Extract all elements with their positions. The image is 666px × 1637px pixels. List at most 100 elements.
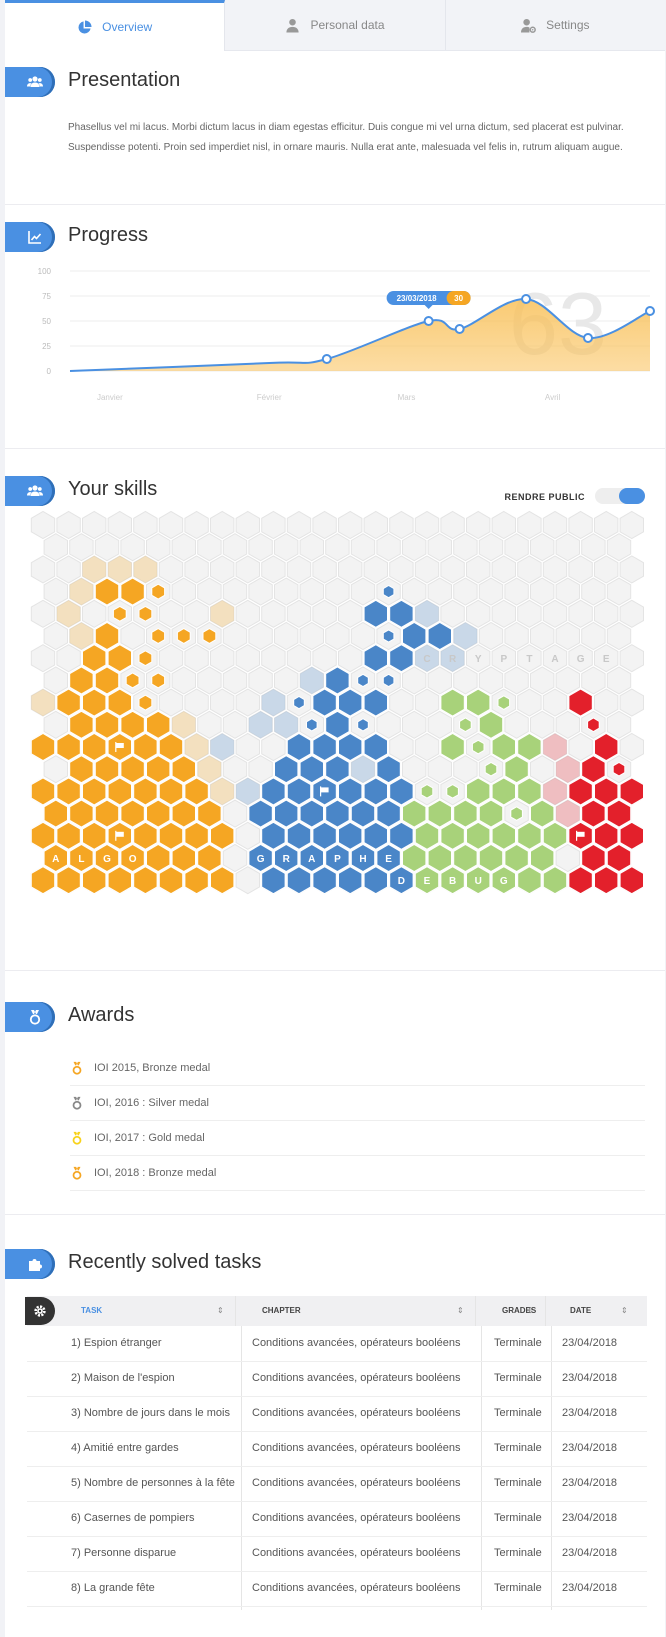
hex-cell[interactable]	[453, 666, 478, 695]
hex-skill-algo[interactable]	[108, 555, 132, 583]
hex-cell[interactable]	[299, 621, 324, 651]
sort-chapter-icon[interactable]: ⇕	[457, 1306, 464, 1315]
hex-cell[interactable]	[210, 510, 235, 540]
hex-skill-graphe[interactable]	[325, 843, 350, 873]
hex-skill-algo[interactable]	[133, 555, 158, 583]
hex-cell[interactable]	[376, 710, 401, 739]
hex-skill-algo[interactable]	[94, 843, 120, 873]
hex-skill-debug[interactable]	[440, 688, 465, 717]
hex-cell[interactable]	[210, 688, 235, 717]
hex-cell[interactable]	[619, 732, 644, 762]
hex-skill-algo[interactable]	[197, 799, 222, 828]
hex-cell[interactable]	[542, 510, 568, 540]
hex-cell[interactable]	[30, 644, 56, 673]
hex-cell[interactable]	[491, 644, 516, 673]
hex-cell[interactable]	[619, 644, 644, 673]
hex-skill-algo[interactable]	[30, 821, 56, 850]
hex-cell[interactable]	[350, 577, 376, 606]
hex-cell[interactable]	[158, 510, 184, 540]
table-row[interactable]: 3) Nombre de jours dans le mois Condition…	[27, 1396, 647, 1432]
hex-cell[interactable]	[222, 621, 248, 651]
tab-overview[interactable]: Overview	[5, 0, 226, 51]
hex-skill-algo[interactable]	[146, 755, 171, 784]
hex-skill-crypto[interactable]	[619, 866, 644, 895]
hex-cell[interactable]	[338, 644, 363, 673]
hex-skill-graphe[interactable]	[306, 718, 318, 732]
hex-cell[interactable]	[184, 510, 209, 540]
hex-skill-graphe[interactable]	[350, 843, 376, 873]
hex-skill-debug[interactable]	[414, 866, 440, 895]
hex-skill-algo[interactable]	[69, 710, 94, 739]
hex-cell[interactable]	[491, 555, 516, 584]
hex-skill-algo[interactable]	[69, 799, 94, 828]
hex-skill-algo[interactable]	[210, 777, 234, 805]
hex-cell[interactable]	[491, 599, 516, 628]
hex-skill-debug[interactable]	[453, 799, 478, 828]
hex-skill-graphe[interactable]	[299, 799, 324, 828]
hex-cell[interactable]	[261, 644, 286, 673]
hex-skill-debug[interactable]	[542, 821, 568, 850]
hex-cell[interactable]	[542, 777, 568, 806]
hex-skill-graphe[interactable]	[357, 673, 369, 688]
hex-cell[interactable]	[517, 510, 542, 540]
hex-cell[interactable]	[581, 621, 606, 651]
hex-cell[interactable]	[30, 599, 56, 628]
hex-cell[interactable]	[504, 621, 529, 651]
hex-cell[interactable]	[453, 621, 478, 651]
hex-cell[interactable]	[43, 533, 68, 562]
hex-skill-algo[interactable]	[43, 843, 68, 873]
hex-skill-algo[interactable]	[56, 866, 81, 895]
hex-skill-algo[interactable]	[112, 605, 127, 622]
hex-skill-graphe[interactable]	[286, 732, 312, 762]
hex-cell[interactable]	[210, 599, 235, 628]
hex-cell[interactable]	[274, 577, 299, 606]
hex-skill-algo[interactable]	[184, 777, 209, 806]
hex-skill-algo[interactable]	[94, 666, 120, 695]
hex-skill-crypto[interactable]	[594, 732, 619, 762]
hex-skill-debug[interactable]	[484, 761, 498, 777]
hex-skill-debug[interactable]	[530, 843, 555, 873]
hex-cell[interactable]	[427, 710, 452, 739]
hex-skill-debug[interactable]	[402, 799, 427, 828]
hex-cell[interactable]	[581, 533, 606, 562]
hex-skill-debug[interactable]	[517, 821, 542, 850]
hex-skill-graphe[interactable]	[389, 644, 414, 673]
hex-skill-debug[interactable]	[504, 843, 529, 873]
hex-skill-debug[interactable]	[440, 732, 465, 762]
hex-skill-graphe[interactable]	[261, 777, 286, 806]
hex-cell[interactable]	[312, 644, 337, 673]
hex-skill-algo[interactable]	[30, 777, 56, 806]
hex-skill-graphe[interactable]	[376, 755, 401, 784]
hex-skill-algo[interactable]	[82, 644, 107, 673]
hex-cell[interactable]	[69, 533, 94, 562]
hex-cell[interactable]	[261, 555, 286, 584]
hex-cell[interactable]	[542, 644, 568, 673]
hex-skill-graphe[interactable]	[350, 799, 376, 828]
hex-skill-graphe[interactable]	[274, 755, 299, 784]
hex-cell[interactable]	[171, 577, 196, 606]
table-row[interactable]: 5) Nombre de personnes à la fête Conditio…	[27, 1466, 647, 1502]
hex-skill-debug[interactable]	[517, 866, 542, 895]
hex-cell[interactable]	[414, 510, 440, 540]
hex-cell[interactable]	[69, 577, 94, 606]
hex-cell[interactable]	[427, 755, 452, 784]
hex-cell[interactable]	[555, 533, 580, 562]
hex-cell[interactable]	[504, 577, 529, 606]
hex-cell[interactable]	[466, 599, 491, 628]
hex-skill-graphe[interactable]	[248, 799, 273, 828]
hex-cell[interactable]	[133, 555, 158, 584]
hex-skill-graphe[interactable]	[261, 689, 286, 717]
hex-cell[interactable]	[261, 732, 286, 762]
hex-skill-algo[interactable]	[158, 821, 184, 850]
hex-cell[interactable]	[56, 555, 81, 584]
hex-skill-algo[interactable]	[120, 843, 145, 873]
hex-cell[interactable]	[619, 688, 644, 717]
hex-cell[interactable]	[478, 621, 504, 651]
hex-skill-algo[interactable]	[138, 694, 153, 711]
hex-cell[interactable]	[248, 577, 273, 606]
hex-cell[interactable]	[171, 710, 196, 739]
header-chapter[interactable]: CHAPTER	[262, 1306, 301, 1315]
hex-cell[interactable]	[338, 510, 363, 540]
hex-cell[interactable]	[568, 599, 593, 628]
hex-cell[interactable]	[453, 533, 478, 562]
